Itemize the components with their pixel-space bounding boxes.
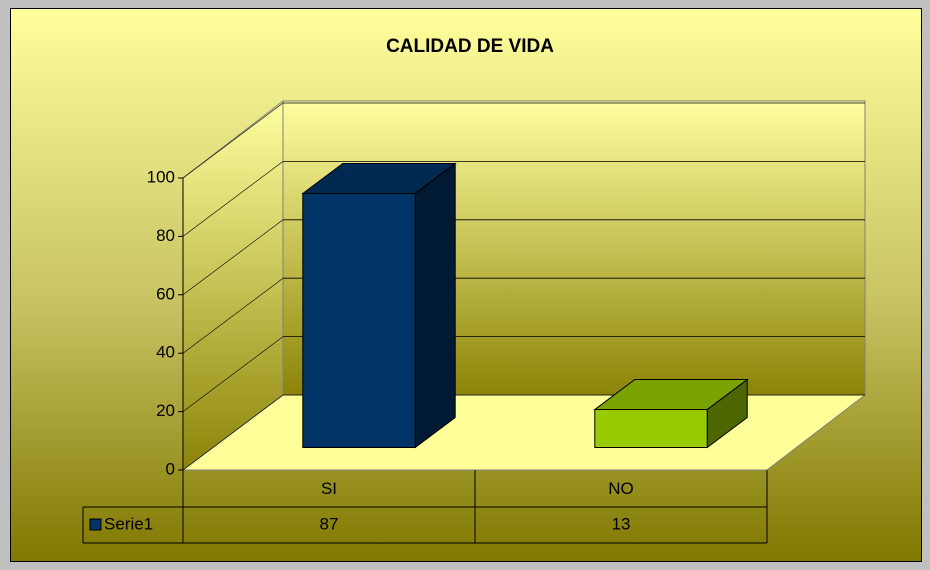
grid-line (182, 102, 284, 179)
grid-line (182, 336, 284, 412)
y-tick-label: 100 (147, 167, 175, 186)
table-value: 87 (320, 514, 339, 533)
grid-line (182, 277, 284, 354)
chart-title: CALIDAD DE VIDA (386, 36, 554, 57)
floor (181, 394, 867, 471)
plot (182, 102, 865, 471)
x-tick-label: SI (321, 479, 337, 498)
grid-line (182, 219, 284, 296)
y-tick-label: 80 (156, 226, 175, 245)
grid-line (182, 394, 284, 471)
y-tick-label: 0 (166, 459, 175, 478)
bar-side (414, 162, 456, 449)
bar (301, 162, 457, 449)
y-tick-label: 60 (156, 284, 175, 303)
legend-swatch (89, 518, 102, 531)
bar-front (594, 409, 708, 449)
legend-label: Serie1 (104, 514, 153, 533)
x-tick-label: NO (608, 479, 634, 498)
grid-line (182, 161, 284, 237)
bar (593, 378, 749, 449)
y-tick-label: 20 (156, 401, 175, 420)
bar-front (302, 192, 416, 448)
y-tick-label: 40 (156, 343, 175, 362)
table-value: 13 (612, 514, 631, 533)
